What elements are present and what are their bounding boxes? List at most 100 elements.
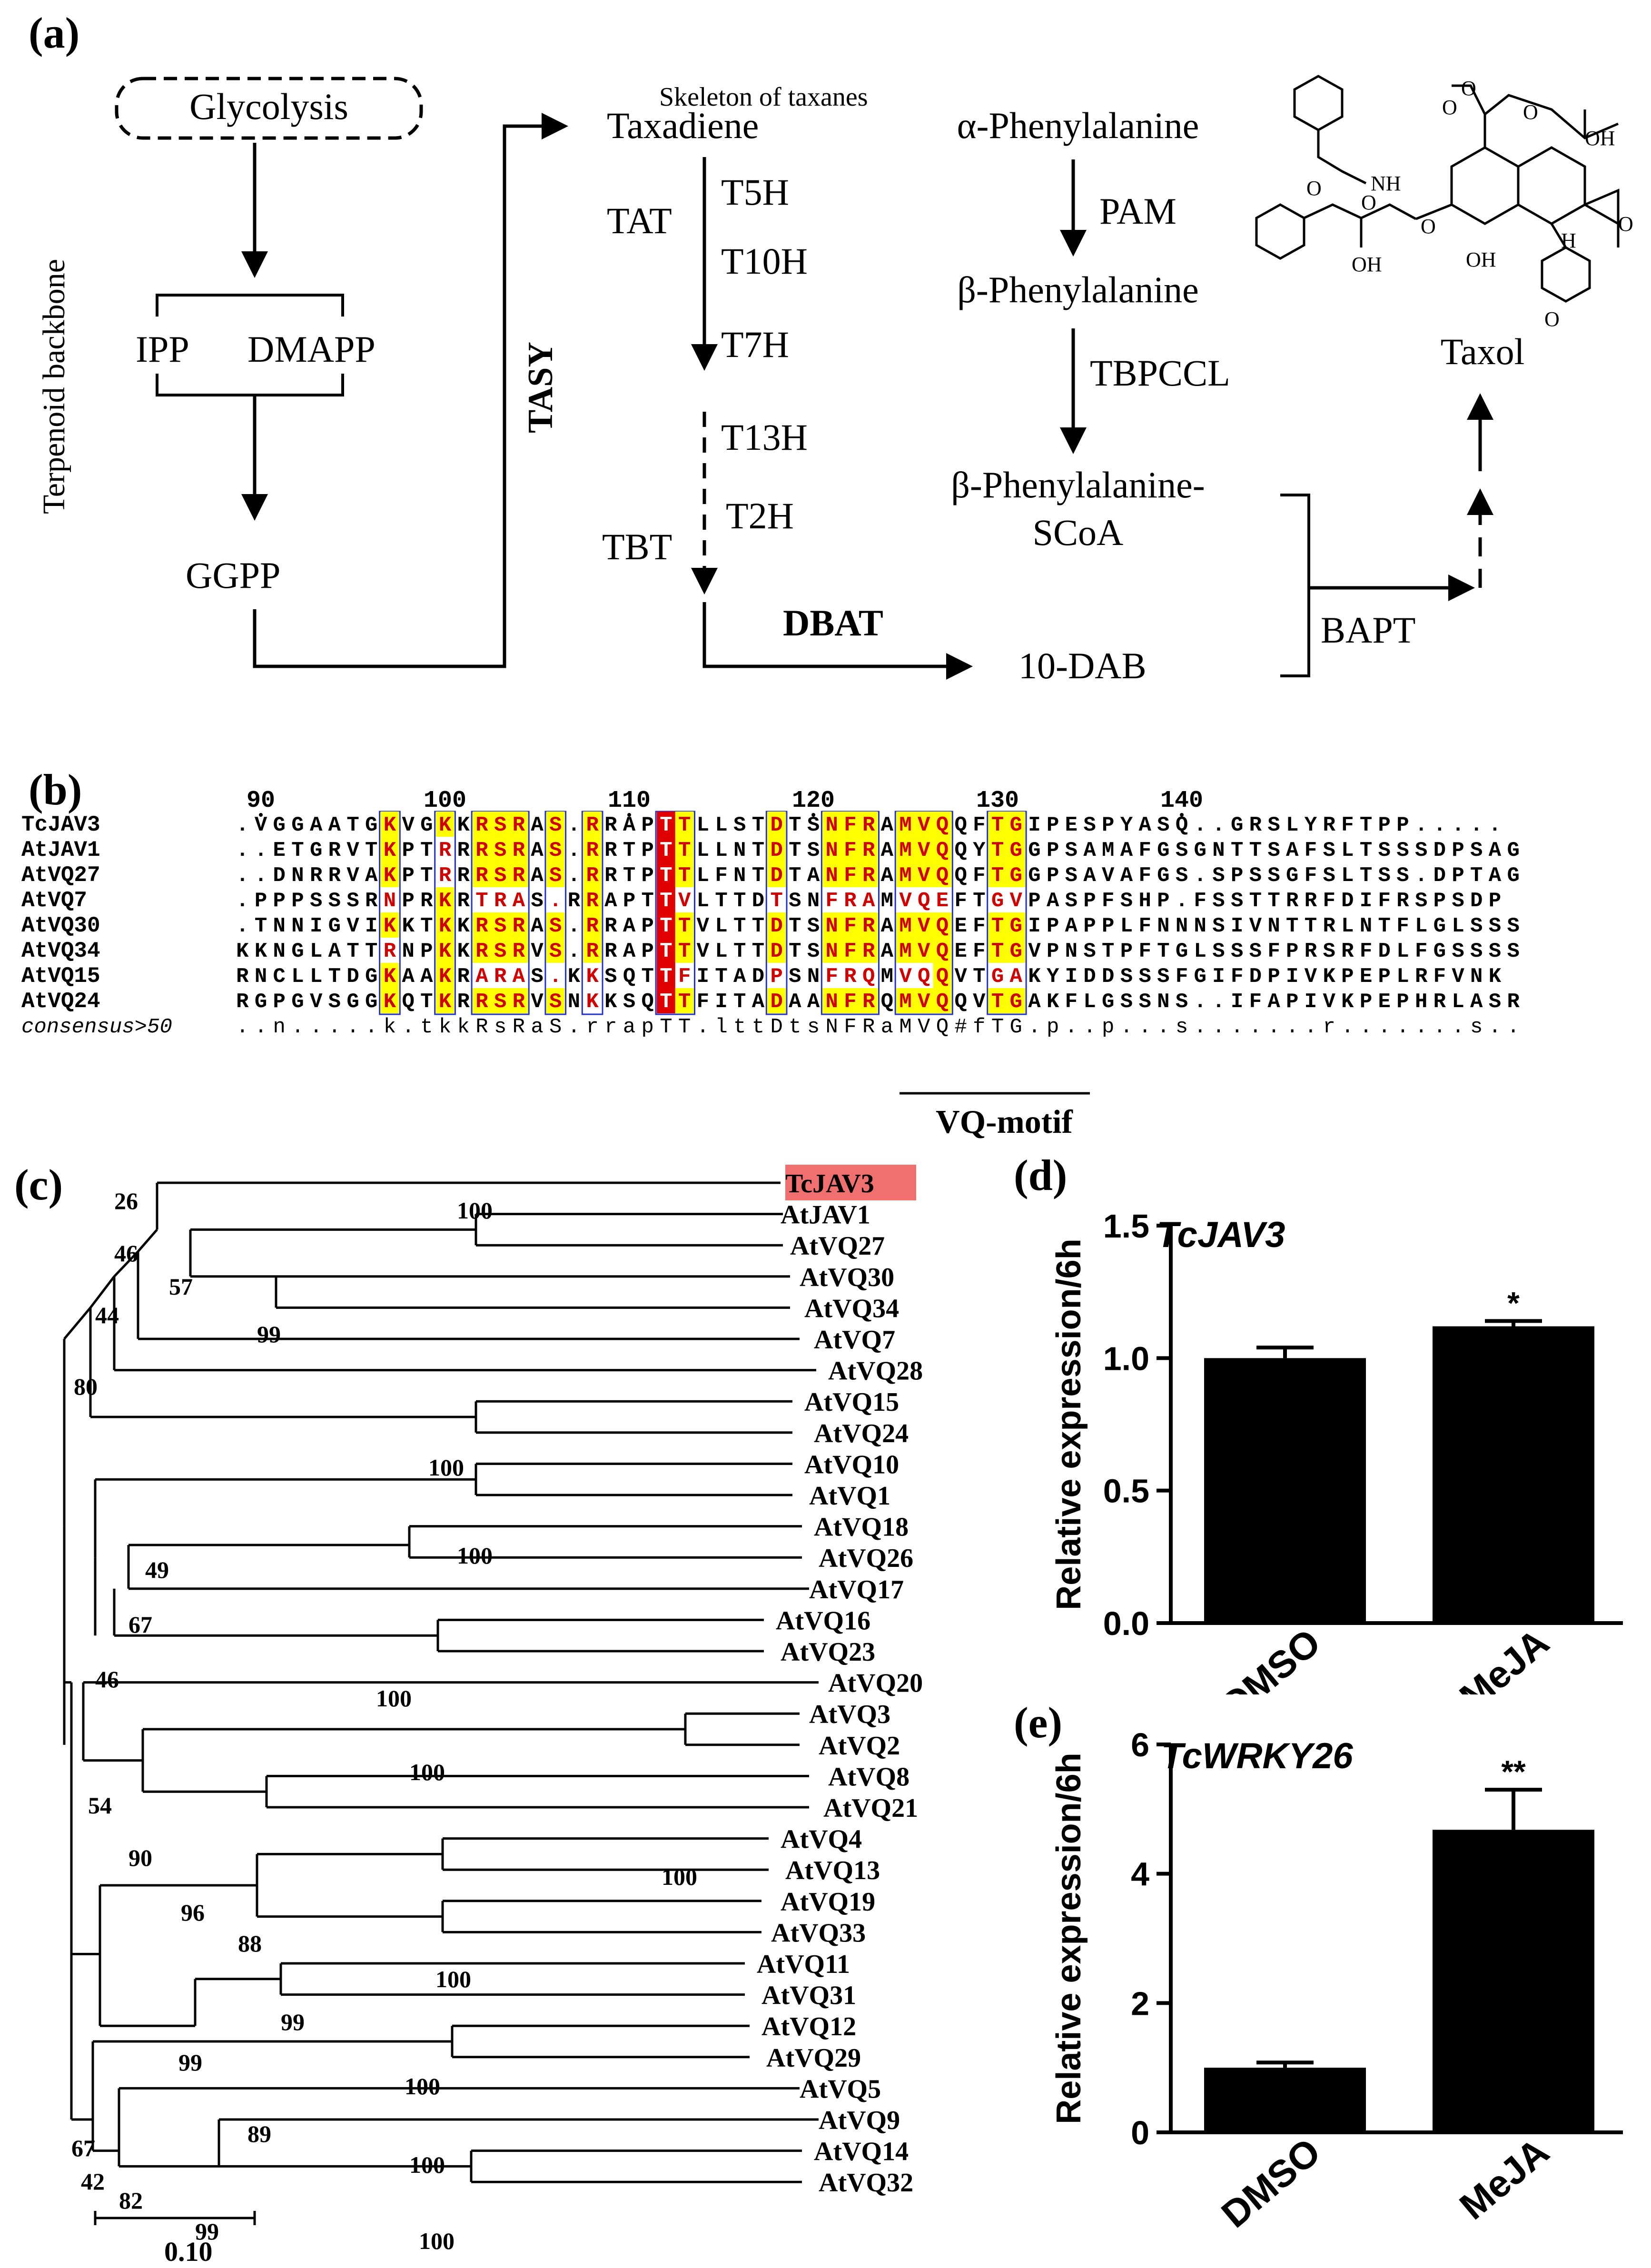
residue: S — [1176, 990, 1188, 1014]
residue: T — [660, 965, 672, 989]
residue: T — [752, 839, 764, 862]
residue: T — [1157, 940, 1169, 963]
residue: K — [1323, 965, 1335, 989]
similar-residue-bg — [473, 837, 491, 862]
ruler-number: 90 — [247, 787, 275, 814]
residue: N — [807, 889, 820, 913]
residue: P — [1267, 965, 1280, 989]
residue: S — [494, 839, 506, 862]
similar-residue-bg — [1007, 837, 1026, 862]
taxon-label: AtVQ2 — [819, 1731, 900, 1761]
residue: F — [1231, 965, 1243, 989]
residue: N — [1360, 914, 1372, 938]
terpenoid-backbone-label: Terpenoid backbone — [37, 259, 71, 514]
taxon-label: AtVQ28 — [828, 1357, 923, 1386]
residue: Q — [918, 889, 930, 913]
residue: R — [328, 839, 341, 862]
residue: . — [1176, 889, 1188, 913]
consensus-residue: . — [1028, 1015, 1040, 1039]
residue: R — [862, 864, 875, 888]
residue: S — [549, 813, 562, 837]
residue: V — [697, 940, 710, 963]
residue: S — [1212, 914, 1225, 938]
residue: G — [291, 940, 304, 963]
residue: Q — [402, 990, 414, 1014]
residue: F — [1249, 990, 1262, 1014]
residue: R — [586, 914, 599, 938]
similar-residue-bg — [546, 912, 565, 938]
residue: P — [1047, 864, 1059, 888]
residue: K — [402, 914, 415, 938]
consensus-residue: # — [954, 1015, 967, 1039]
taxol-structure — [1255, 75, 1620, 303]
residue: T — [789, 839, 801, 862]
residue: F — [973, 813, 985, 837]
consensus-residue: . — [236, 1015, 248, 1039]
residue: . — [1212, 813, 1225, 837]
consensus-residue: . — [402, 1015, 414, 1039]
consensus-residue: k — [439, 1015, 451, 1039]
residue: G — [1286, 864, 1298, 888]
consensus-residue: D — [770, 1015, 782, 1039]
consensus-residue: a — [881, 1015, 893, 1039]
consensus-residue: t — [733, 1015, 746, 1039]
residue: T — [678, 990, 691, 1014]
residue: S — [1452, 889, 1464, 913]
residue: L — [1194, 940, 1206, 963]
residue: G — [365, 813, 377, 837]
residue: S — [494, 940, 506, 963]
residue: S — [1212, 864, 1225, 888]
t7h-label: T7H — [721, 324, 789, 365]
residue: S — [494, 864, 506, 888]
residue: S — [1065, 864, 1078, 888]
svg-text:OH: OH — [1352, 253, 1382, 276]
ipp-dmapp-bracket-top — [156, 294, 344, 317]
residue: L — [1341, 839, 1354, 862]
residue: M — [899, 839, 911, 862]
residue: F — [715, 864, 727, 888]
residue: L — [1120, 914, 1133, 938]
residue: P — [291, 889, 304, 913]
svg-text:O: O — [1442, 96, 1457, 119]
similar-residue-bg — [473, 912, 491, 938]
residue: F — [1176, 965, 1188, 989]
alignment-ruler: 90 100 110 120 130 140 — [247, 787, 1203, 817]
residue: T — [346, 813, 359, 837]
residue: T — [973, 889, 985, 913]
residue: A — [881, 864, 894, 888]
residue: A — [623, 940, 636, 963]
residue: P — [623, 889, 635, 913]
identical-residue-bg — [657, 988, 675, 1013]
residue: . — [236, 889, 248, 913]
similar-residue-bg — [841, 862, 860, 887]
residue: T — [991, 864, 1004, 888]
x-tick-label: MeJA — [1452, 2130, 1557, 2228]
residue: G — [365, 965, 377, 989]
residue: S — [1176, 864, 1188, 888]
taxon-label: AtVQ9 — [819, 2106, 900, 2135]
residue: A — [807, 864, 820, 888]
residue: N — [733, 864, 746, 888]
residue: P — [1360, 990, 1372, 1014]
residue: S — [346, 889, 359, 913]
t10h-label: T10H — [721, 240, 808, 282]
residue: Q — [954, 839, 967, 862]
residue: G — [273, 813, 286, 837]
residue: R — [513, 839, 525, 862]
similar-residue-bg — [914, 862, 933, 887]
tree-branch — [89, 1276, 115, 1308]
residue: N — [255, 965, 267, 989]
residue: N — [826, 839, 838, 862]
skeleton-label: Skeleton of taxanes — [659, 82, 868, 112]
residue: M — [881, 965, 893, 989]
residue: R — [586, 839, 599, 862]
residue: D — [1083, 965, 1096, 989]
residue: N — [1470, 965, 1483, 989]
taxon-label: AtVQ26 — [819, 1544, 913, 1573]
residue: N — [291, 864, 304, 888]
residue: S — [1396, 864, 1409, 888]
similar-residue-bg — [841, 938, 860, 963]
residue: F — [844, 864, 856, 888]
similar-residue-bg — [767, 812, 786, 837]
similar-residue-bg — [473, 988, 491, 1013]
